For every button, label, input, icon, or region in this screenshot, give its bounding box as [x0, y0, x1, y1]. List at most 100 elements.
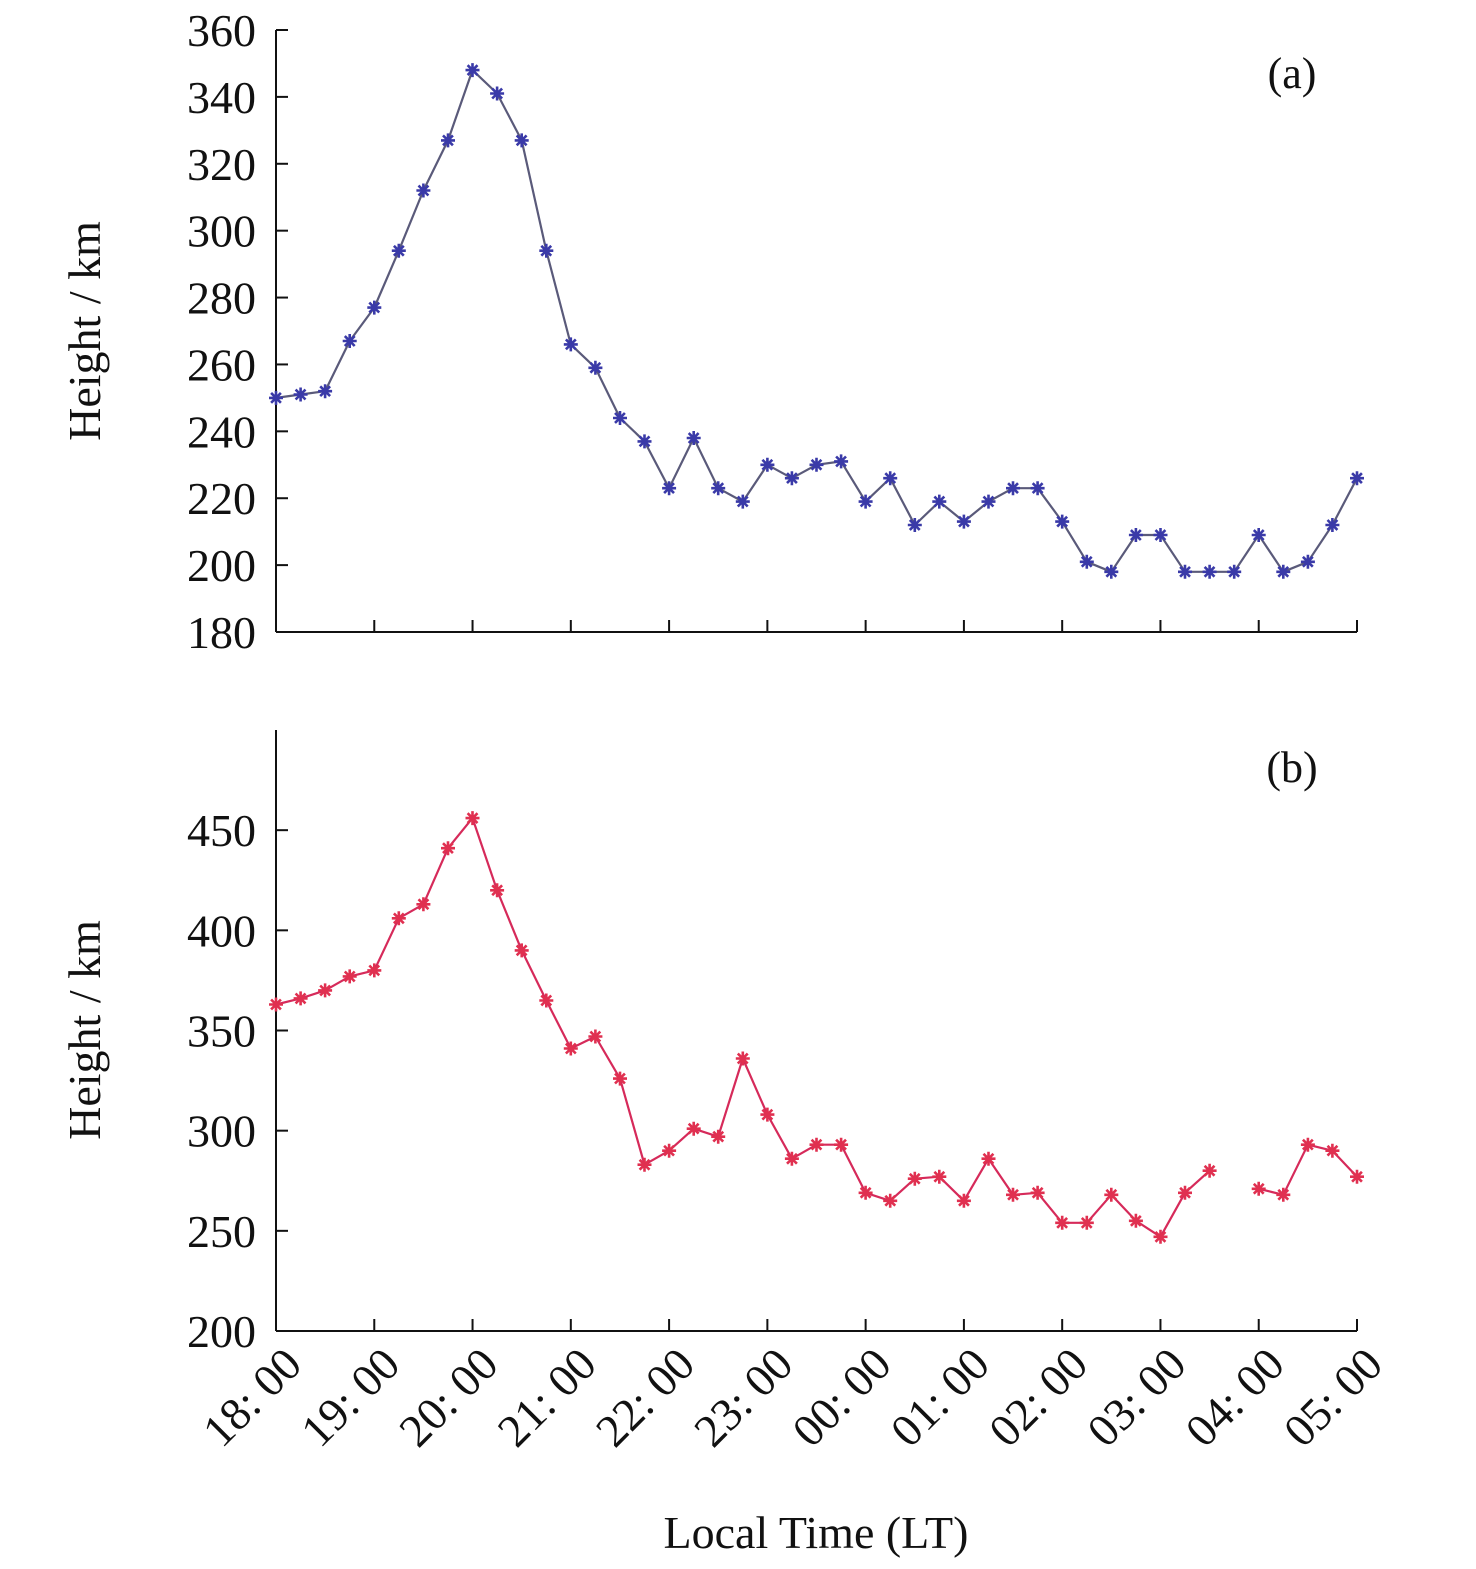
data-point: [956, 514, 971, 529]
data-point: [1104, 564, 1119, 579]
data-point: [1030, 1185, 1045, 1200]
y-tick-label: 220: [187, 473, 256, 524]
y-tick-label: 200: [187, 540, 256, 591]
data-point: [1300, 1137, 1315, 1152]
data-point: [1251, 528, 1266, 542]
data-point: [342, 334, 357, 348]
data-point: [1006, 1187, 1020, 1202]
y-tick-label: 450: [187, 805, 256, 856]
data-point: [711, 1129, 726, 1144]
series-line: [275, 817, 1211, 1238]
data-point: [686, 1121, 701, 1136]
data-point: [1104, 1187, 1119, 1202]
data-point: [1079, 1215, 1094, 1230]
x-tick-label: 05: 00: [1274, 1338, 1392, 1456]
data-point: [858, 494, 873, 509]
data-point: [416, 183, 431, 198]
panel-label: (b): [1266, 743, 1317, 792]
data-point: [1006, 481, 1020, 496]
data-point: [809, 1137, 824, 1152]
data-point: [269, 390, 283, 405]
x-tick-label: 04: 00: [1176, 1338, 1294, 1456]
data-point: [613, 411, 627, 425]
data-point: [1325, 1143, 1340, 1158]
data-point: [293, 387, 308, 402]
x-tick-label: 22: 00: [586, 1338, 704, 1456]
data-point: [711, 481, 726, 496]
data-point: [1276, 1187, 1291, 1202]
x-tick-label: 23: 00: [684, 1338, 802, 1456]
data-point: [760, 457, 775, 472]
data-point: [1350, 471, 1364, 486]
data-point: [391, 243, 406, 258]
data-point: [907, 1171, 922, 1186]
data-point: [637, 1157, 652, 1172]
data-point: [1300, 554, 1315, 569]
data-point: [956, 1193, 971, 1208]
data-point: [1325, 518, 1340, 532]
x-tick-label: 20: 00: [389, 1338, 507, 1456]
data-point: [834, 454, 849, 469]
data-point: [834, 1137, 849, 1152]
data-point: [1178, 1185, 1192, 1200]
series-line: [275, 69, 1358, 573]
data-point: [465, 811, 480, 826]
data-point: [686, 431, 701, 445]
data-point: [563, 337, 578, 352]
y-tick-label: 350: [187, 1006, 256, 1057]
data-point: [1202, 564, 1217, 579]
y-tick-label: 300: [187, 206, 256, 257]
data-point: [981, 1151, 996, 1166]
data-point: [760, 1107, 775, 1122]
data-point: [1276, 564, 1291, 579]
data-point: [1178, 564, 1192, 579]
y-tick-label: 180: [187, 607, 256, 658]
data-point: [1055, 1215, 1070, 1230]
x-tick-label: 19: 00: [291, 1338, 409, 1456]
data-point: [293, 991, 308, 1006]
data-point: [1202, 1163, 1217, 1178]
data-point: [465, 63, 480, 78]
data-point: [883, 1193, 898, 1208]
data-point: [981, 494, 996, 509]
y-tick-label: 400: [187, 905, 256, 956]
y-tick-label: 320: [187, 139, 256, 190]
data-point: [318, 983, 333, 998]
data-point: [391, 911, 406, 926]
data-point: [514, 133, 529, 148]
data-point: [1128, 528, 1143, 542]
data-point: [588, 360, 603, 375]
x-tick-label: 03: 00: [1077, 1338, 1195, 1456]
data-point: [932, 494, 947, 509]
y-tick-label: 360: [187, 5, 256, 56]
data-point: [1153, 528, 1168, 542]
data-point: [342, 969, 357, 984]
data-point: [588, 1029, 603, 1044]
data-point: [441, 133, 455, 148]
data-point: [784, 1151, 799, 1166]
y-axis-title: Height / km: [59, 221, 110, 441]
data-point: [1251, 1181, 1266, 1196]
data-point: [269, 997, 283, 1012]
data-point: [367, 300, 382, 315]
data-point: [1079, 554, 1094, 569]
data-point: [416, 897, 431, 912]
y-tick-label: 340: [187, 72, 256, 123]
data-point: [539, 993, 554, 1008]
data-point: [1030, 481, 1045, 496]
data-point: [1227, 564, 1242, 579]
y-axis-title: Height / km: [59, 920, 110, 1140]
data-point: [514, 943, 529, 958]
panel-a: 180 200 220 240 260 280 300 320 340 360 Height / k…: [59, 5, 1364, 658]
data-point: [662, 1143, 677, 1158]
x-tick-label: 02: 00: [979, 1338, 1097, 1456]
data-point: [1350, 1169, 1364, 1184]
x-tick-label: 21: 00: [488, 1338, 606, 1456]
data-point: [932, 1169, 947, 1184]
data-point: [318, 384, 333, 399]
panel-label: (a): [1268, 49, 1317, 98]
data-point: [637, 434, 652, 449]
